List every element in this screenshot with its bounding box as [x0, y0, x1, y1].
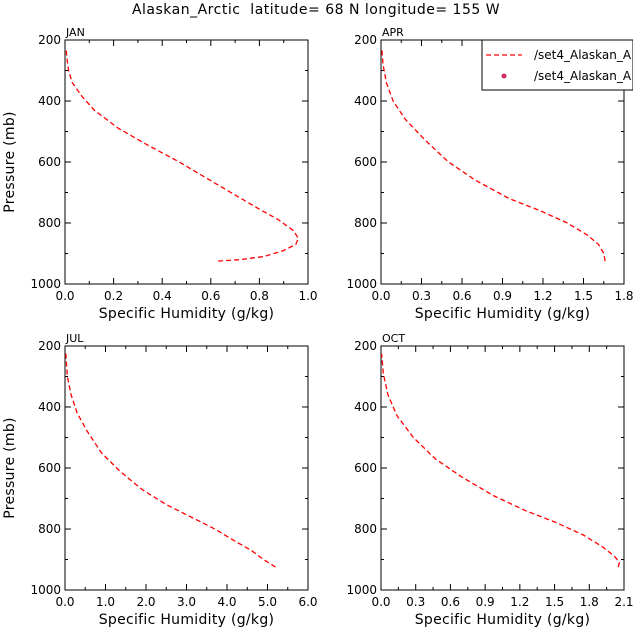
plot-frame	[380, 345, 625, 591]
y-tick-label: 800	[38, 522, 61, 536]
x-tick-label: 1.2	[510, 595, 529, 609]
x-tick-label: 1.8	[580, 595, 599, 609]
x-tick-label: 6.0	[298, 595, 317, 609]
y-tick-label: 400	[354, 94, 377, 108]
x-tick-label: 0.8	[250, 289, 269, 303]
panel-label: JUL	[65, 332, 84, 345]
y-tick-label: 600	[354, 461, 377, 475]
x-tick-label: 2.0	[136, 595, 155, 609]
y-axis-label: Pressure (mb)	[2, 417, 18, 519]
x-tick-label: 1.0	[96, 595, 115, 609]
y-tick-label: 800	[354, 522, 377, 536]
x-axis-label: Specific Humidity (g/kg)	[99, 306, 275, 322]
panel-jan: JAN 0.0 0.2 0.4 0.6 0.8 1.0 200 400 600 800 1000 Spe…	[2, 26, 318, 322]
legend: /set4_Alaskan_A/set4_Alaskan_A	[481, 39, 633, 91]
y-tick-label: 200	[354, 33, 377, 47]
panels: JAN 0.0 0.2 0.4 0.6 0.8 1.0 200 400 600 800 1000 Spe…	[2, 26, 633, 628]
x-tick-label: 1.5	[545, 595, 564, 609]
y-tick-label: 1000	[30, 583, 61, 597]
legend-label: /set4_Alaskan_A	[534, 48, 632, 62]
y-tick-label: 200	[38, 33, 61, 47]
y-tick-label: 600	[38, 461, 61, 475]
y-tick-label: 800	[354, 216, 377, 230]
x-tick-label: 0.0	[55, 595, 74, 609]
x-axis-label: Specific Humidity (g/kg)	[415, 306, 591, 322]
x-tick-label: 0.6	[441, 595, 460, 609]
plot-frame	[64, 345, 309, 591]
x-tick-label: 0.9	[476, 595, 495, 609]
series-line	[65, 353, 276, 568]
y-tick-label: 1000	[346, 277, 377, 291]
x-tick-label: 5.0	[258, 595, 277, 609]
plot-frame	[64, 39, 309, 285]
x-tick-label: 1.8	[614, 289, 633, 303]
x-tick-label: 3.0	[177, 595, 196, 609]
x-tick-label: 4.0	[217, 595, 236, 609]
series-line	[380, 353, 621, 568]
legend-box	[481, 39, 633, 91]
x-tick-label: 0.6	[452, 289, 471, 303]
panel-label: APR	[382, 26, 404, 39]
panel-label: JAN	[65, 26, 85, 39]
y-tick-label: 400	[38, 94, 61, 108]
series-line	[65, 47, 300, 262]
x-tick-label: 0.3	[406, 595, 425, 609]
panel-label: OCT	[382, 332, 405, 345]
panel-jul: JUL 0.0 1.0 2.0 3.0 4.0 5.0 6.0 200 400 600 800 1000…	[2, 332, 318, 628]
y-tick-label: 200	[38, 339, 61, 353]
y-tick-label: 1000	[30, 277, 61, 291]
x-tick-label: 0.4	[153, 289, 172, 303]
x-tick-label: 0.2	[104, 289, 123, 303]
x-axis-label: Specific Humidity (g/kg)	[415, 612, 591, 628]
x-tick-label: 1.2	[533, 289, 552, 303]
x-tick-label: 1.5	[574, 289, 593, 303]
panel-oct: OCT 0.0 0.3 0.6 0.9 1.2 1.5 1.8 2.1 200 400 600 800 1…	[346, 332, 633, 628]
y-tick-label: 1000	[346, 583, 377, 597]
x-axis-label: Specific Humidity (g/kg)	[99, 612, 275, 628]
y-tick-label: 600	[38, 155, 61, 169]
x-tick-label: 0.0	[55, 289, 74, 303]
y-axis-label: Pressure (mb)	[2, 111, 18, 213]
legend-label: /set4_Alaskan_A	[534, 69, 632, 83]
y-tick-label: 800	[38, 216, 61, 230]
y-tick-label: 600	[354, 155, 377, 169]
y-tick-label: 400	[38, 400, 61, 414]
main-title: Alaskan_Arctic latitude= 68 N longitude=…	[132, 2, 500, 18]
x-tick-label: 2.1	[614, 595, 633, 609]
x-tick-label: 0.3	[412, 289, 431, 303]
legend-marker-swatch	[501, 73, 507, 79]
x-tick-label: 1.0	[298, 289, 317, 303]
x-tick-label: 0.0	[371, 595, 390, 609]
y-tick-label: 400	[354, 400, 377, 414]
x-tick-label: 0.0	[371, 289, 390, 303]
x-tick-label: 0.6	[201, 289, 220, 303]
x-tick-label: 0.9	[493, 289, 512, 303]
y-tick-label: 200	[354, 339, 377, 353]
